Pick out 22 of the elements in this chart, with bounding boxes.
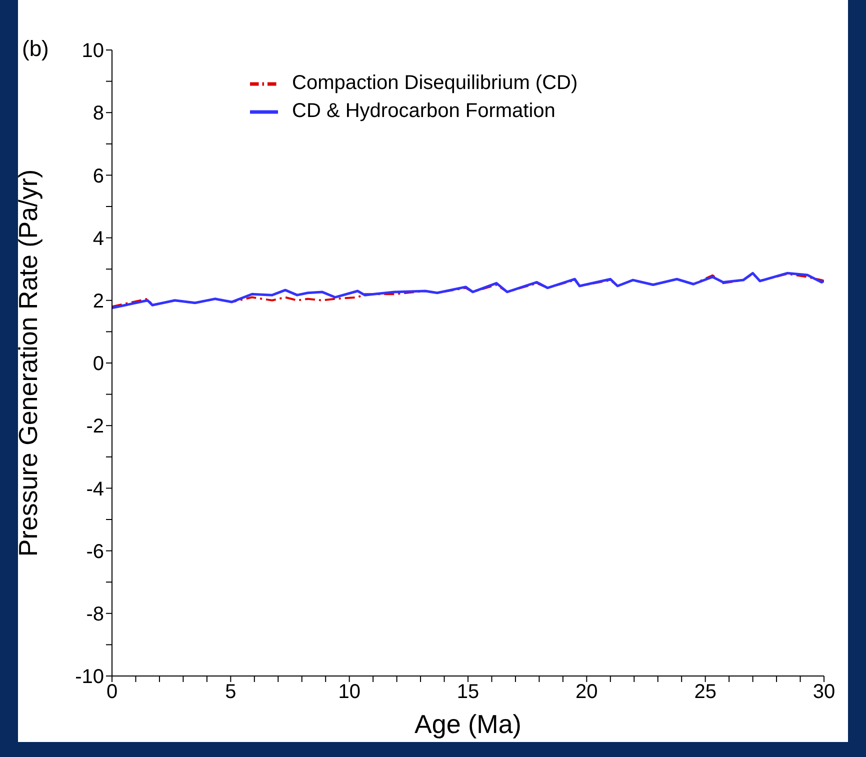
x-tick-label: 10 — [338, 681, 360, 704]
x-tick-label: 30 — [812, 681, 836, 704]
y-tick-label: -6 — [86, 540, 104, 563]
x-tick-label: 20 — [576, 681, 598, 704]
y-tick-label: -8 — [86, 604, 104, 626]
y-tick-label: -10 — [75, 666, 104, 688]
y-tick-label: 0 — [92, 353, 104, 376]
legend-label: CD & Hydrocarbon Formation — [292, 100, 556, 122]
y-tick-label: 8 — [92, 102, 104, 125]
y-tick-label: -4 — [86, 478, 104, 500]
y-tick-label: 2 — [92, 290, 104, 312]
y-axis-title: Pressure Generation Rate (Pa/yr) — [13, 169, 44, 557]
y-tick-label: -2 — [86, 416, 104, 438]
text: (b) — [22, 36, 49, 62]
x-axis-title: Age (Ma) — [414, 709, 522, 739]
x-tick-label: 15 — [456, 681, 480, 704]
x-tick-label: 25 — [694, 681, 716, 704]
y-tick-label: 10 — [82, 40, 104, 62]
y-tick-label: 6 — [92, 165, 104, 188]
y-tick-label: 4 — [92, 228, 104, 250]
legend-label: Compaction Disequilibrium (CD) — [292, 72, 578, 94]
x-tick-label: 5 — [225, 681, 236, 704]
